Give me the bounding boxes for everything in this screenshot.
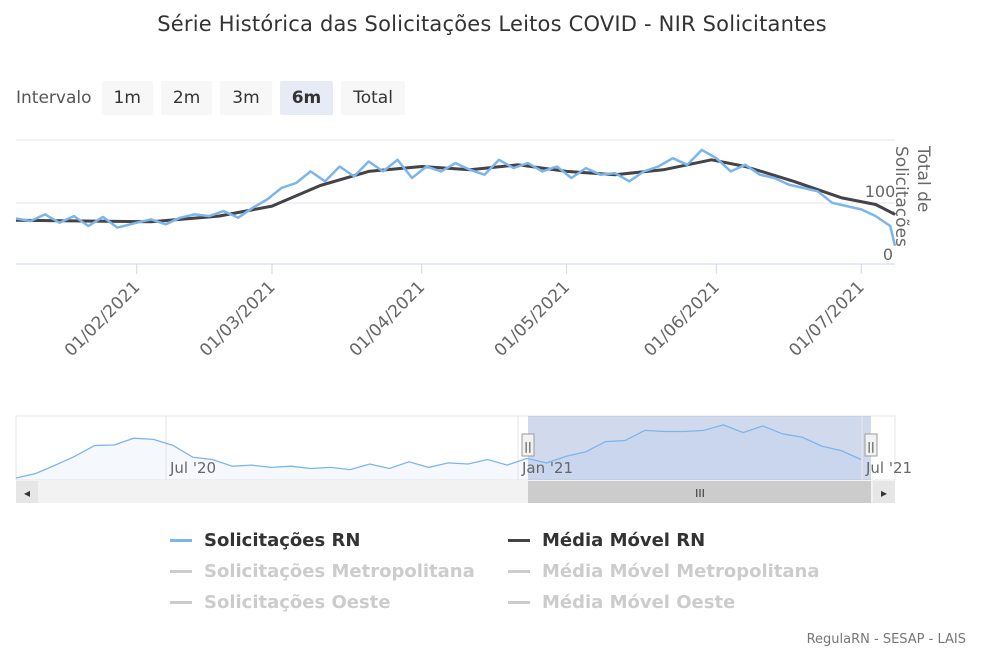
legend-symbol [508, 601, 530, 604]
range-button-total[interactable]: Total [341, 81, 405, 115]
range-button-1m[interactable]: 1m [101, 81, 153, 115]
navigator-handle-right[interactable]: || [864, 433, 878, 457]
legend-item-solicitacoes-oeste[interactable]: Solicitações Oeste [170, 592, 391, 613]
legend-symbol [170, 601, 192, 604]
range-selector: Intervalo 1m 2m 3m 6m Total [16, 80, 413, 116]
legend-symbol [508, 539, 530, 542]
legend-label: Média Móvel Oeste [542, 592, 736, 613]
range-selector-label: Intervalo [16, 88, 92, 108]
plot-series [15, 148, 897, 247]
scrollbar-grip-icon: III [695, 487, 705, 500]
navigator-handle-right-box[interactable] [864, 433, 878, 457]
range-button-6m[interactable]: 6m [279, 81, 334, 115]
scrollbar-left-button[interactable] [16, 481, 38, 503]
series-line-solicitacoes-rn[interactable] [15, 148, 897, 247]
legend-item-solicitacoes-metropolitana[interactable]: Solicitações Metropolitana [170, 561, 475, 582]
y-axis-title-line1: Total de [913, 145, 933, 212]
legend-symbol [508, 570, 530, 573]
legend-item-media-movel-rn[interactable]: Média Móvel RN [508, 530, 705, 551]
y-axis-title: Total de Solicitações [891, 145, 933, 247]
legend-symbol [170, 570, 192, 573]
scrollbar-right-arrow-icon[interactable]: ▸ [881, 486, 887, 500]
legend-item-media-movel-metropolitana[interactable]: Média Móvel Metropolitana [508, 561, 820, 582]
y-axis: 100 0 [865, 182, 896, 264]
x-tick-label: 01/03/2021 [196, 277, 279, 360]
navigator-handle-right-grip: || [867, 440, 874, 453]
legend-item-media-movel-oeste[interactable]: Média Móvel Oeste [508, 592, 735, 613]
navigator-series-line [15, 424, 862, 479]
credits[interactable]: RegulaRN - SESAP - LAIS [806, 632, 966, 647]
navigator-selected-range[interactable] [528, 416, 871, 480]
x-tick-label: 01/06/2021 [640, 277, 723, 360]
navigator-handle-left-grip: || [524, 440, 531, 453]
x-tick-label: 01/02/2021 [61, 277, 144, 360]
navigator-handle-left-box[interactable] [521, 433, 535, 457]
series-line-media-movel-rn[interactable] [15, 158, 896, 224]
scrollbar-right-button[interactable] [873, 481, 895, 503]
x-axis: 01/02/2021 01/03/2021 01/04/2021 01/05/2021… [61, 264, 869, 361]
scrollbar-left-arrow-icon[interactable]: ◂ [24, 486, 30, 500]
range-button-3m[interactable]: 3m [220, 81, 272, 115]
range-button-2m[interactable]: 2m [160, 81, 213, 115]
legend-label: Solicitações Oeste [204, 592, 391, 613]
legend-item-solicitacoes-rn[interactable]: Solicitações RN [170, 530, 360, 551]
navigator-label-jul21: Jul '21 [865, 459, 912, 477]
x-tick-label: 01/05/2021 [491, 277, 574, 360]
chart-title: Série Histórica das Solicitações Leitos … [157, 12, 827, 36]
navigator-series-area [16, 424, 861, 480]
y-tick-label: 0 [883, 245, 893, 264]
legend-symbol [170, 539, 192, 542]
chart-area: 01/02/2021 01/03/2021 01/04/2021 01/05/2021… [15, 139, 933, 503]
navigator-label-jan21: Jan '21 [521, 459, 573, 477]
legend-label: Solicitações Metropolitana [204, 561, 475, 582]
x-tick-label: 01/04/2021 [346, 277, 429, 360]
y-tick-label: 100 [865, 182, 896, 201]
legend-label: Média Móvel Metropolitana [542, 561, 820, 582]
x-tick-label: 01/07/2021 [785, 277, 868, 360]
navigator-label-jul20: Jul '20 [169, 459, 216, 477]
scrollbar-thumb[interactable] [528, 481, 871, 503]
navigator-handle-left[interactable]: || [521, 433, 535, 457]
y-axis-title-line2: Solicitações [891, 146, 911, 247]
navigator-frame [15, 415, 896, 481]
legend-label: Média Móvel RN [542, 530, 706, 551]
legend-label: Solicitações RN [204, 530, 361, 551]
